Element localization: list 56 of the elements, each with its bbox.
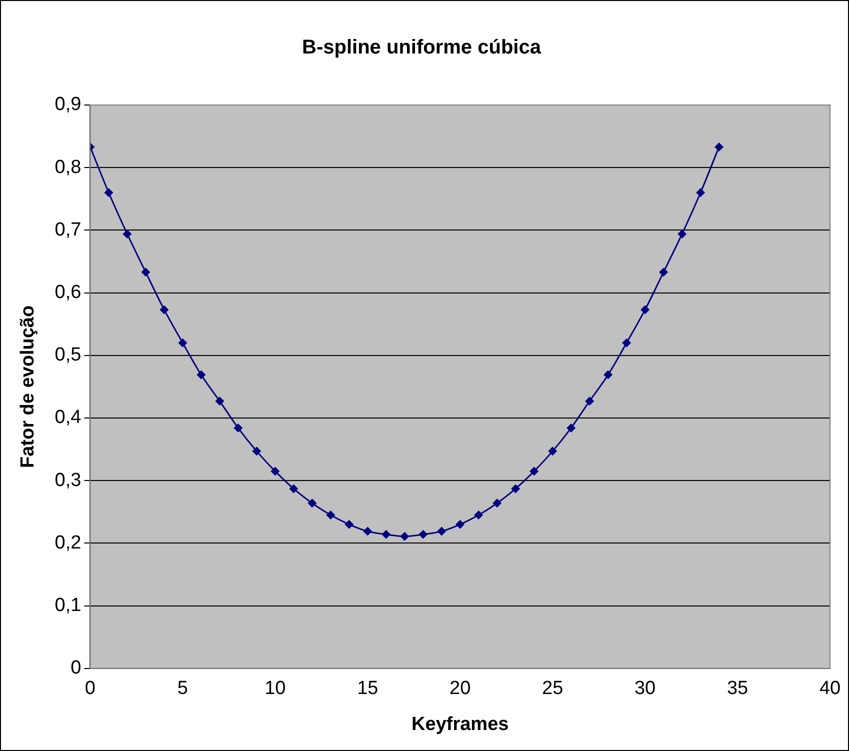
point [308, 498, 317, 508]
point [363, 526, 372, 536]
x-tick-label: 40 [819, 678, 841, 700]
x-tick-label: 20 [450, 678, 471, 700]
point [511, 484, 520, 494]
point [696, 188, 706, 198]
x-tick-label: 10 [264, 678, 286, 700]
y-tick-label: 0,1 [54, 595, 82, 616]
point [252, 446, 262, 456]
point [456, 520, 465, 529]
x-tick-label: 0 [84, 678, 96, 700]
point [178, 338, 188, 348]
point [160, 305, 169, 314]
y-tick-label: 0,8 [54, 156, 82, 178]
y-tick-label: 0 [70, 658, 82, 679]
y-axis-title: Fator de evolução [18, 305, 39, 468]
point [492, 498, 502, 508]
point [196, 370, 206, 380]
point [400, 532, 410, 541]
point [122, 229, 132, 238]
point [474, 510, 484, 520]
x-tick-label: 5 [177, 678, 188, 700]
point [289, 484, 298, 494]
y-tick-label: 0,6 [54, 282, 82, 304]
point [141, 268, 150, 277]
x-tick-label: 25 [542, 678, 564, 700]
point [234, 424, 243, 433]
point [585, 396, 594, 406]
point [104, 188, 114, 198]
point [382, 530, 391, 539]
y-tick-label: 0,9 [54, 94, 82, 116]
point [640, 305, 650, 314]
point [215, 396, 224, 406]
y-tick-label: 0,3 [54, 470, 82, 491]
point [344, 520, 354, 529]
chart-title: B-spline uniforme cúbica [302, 36, 542, 59]
point [418, 530, 428, 539]
point [437, 526, 446, 536]
y-tick-label: 0,7 [54, 219, 82, 240]
y-tick-label: 0,2 [54, 532, 82, 554]
y-tick-label: 0,4 [54, 407, 82, 428]
x-tick-label: 30 [634, 678, 656, 700]
point [270, 466, 280, 476]
point [659, 268, 668, 277]
x-tick-label: 15 [357, 678, 378, 700]
point [678, 229, 687, 238]
point [714, 142, 724, 152]
point [622, 338, 632, 348]
x-axis-title: Keyframes [412, 714, 509, 735]
point [566, 424, 576, 433]
point [548, 446, 558, 456]
x-tick-label: 35 [726, 678, 748, 700]
point [326, 510, 336, 520]
y-tick-label: 0,5 [54, 344, 82, 366]
point [530, 466, 539, 476]
point [604, 370, 613, 380]
